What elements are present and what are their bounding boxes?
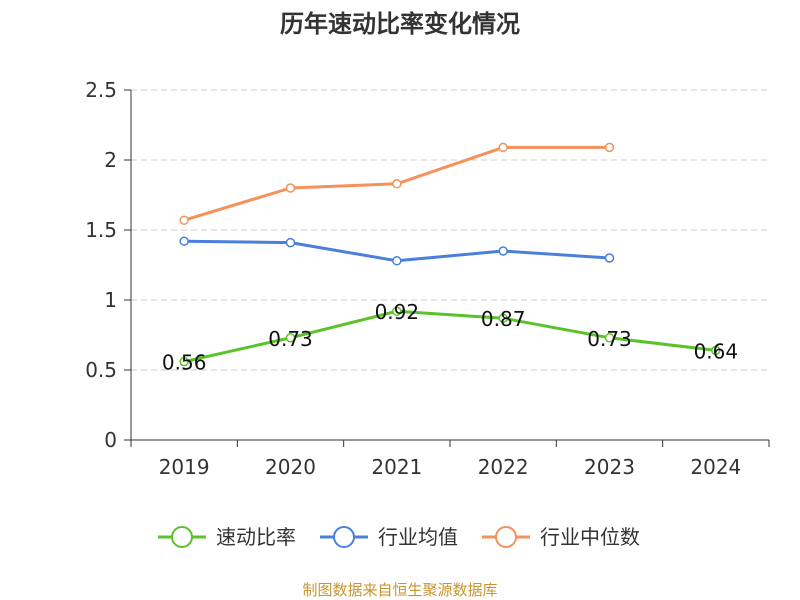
x-tick-label: 2019 — [159, 455, 210, 479]
series-line — [183, 309, 717, 364]
series-point — [179, 236, 189, 246]
series-point — [285, 237, 296, 248]
y-tick-label: 2 — [104, 148, 117, 172]
series-point — [604, 333, 615, 343]
y-tick-label: 2.5 — [85, 78, 117, 102]
legend-label: 行业均值 — [378, 525, 458, 549]
grid-lines — [131, 89, 769, 371]
series-lines — [179, 142, 721, 367]
series-point — [392, 306, 402, 316]
series-point — [711, 345, 721, 356]
data-label: 0.73 — [587, 327, 632, 351]
legend-marker — [333, 526, 355, 548]
data-label: 0.56 — [162, 351, 207, 375]
series-point — [179, 215, 189, 225]
series-point — [498, 246, 508, 256]
series-point — [498, 313, 508, 323]
legend[interactable]: 速动比率 行业均值 行业中位数 — [158, 525, 640, 549]
source-note: 制图数据来自恒生聚源数据库 — [302, 581, 497, 599]
legend-marker — [171, 526, 193, 548]
axes: 0 0.5 1 1.5 2 2.5 2019 2020 2021 2022 2023 2024 — [85, 78, 770, 479]
legend-item[interactable]: 行业均值 — [320, 525, 458, 549]
legend-marker — [495, 526, 517, 548]
x-tick-label: 2022 — [478, 455, 529, 479]
series-point — [179, 356, 189, 367]
data-labels: 0.56 0.73 0.92 0.87 0.73 0.64 — [162, 300, 738, 374]
series-point — [285, 333, 296, 343]
data-label: 0.73 — [268, 327, 313, 351]
data-label: 0.64 — [694, 339, 739, 363]
x-tick-label: 2024 — [690, 455, 741, 479]
legend-label: 行业中位数 — [540, 525, 640, 549]
data-label: 0.87 — [481, 307, 526, 331]
data-label: 0.92 — [375, 300, 420, 324]
series-point — [285, 183, 296, 193]
y-tick-label: 0 — [104, 428, 117, 452]
x-tick-label: 2023 — [584, 455, 635, 479]
y-tick-label: 0.5 — [85, 358, 117, 382]
legend-item[interactable]: 速动比率 — [158, 525, 296, 549]
y-tick-label: 1 — [104, 288, 117, 312]
series-point — [392, 179, 402, 189]
series-point — [604, 142, 615, 153]
series-point — [392, 256, 402, 266]
legend-item[interactable]: 行业中位数 — [482, 525, 640, 549]
series-point — [498, 142, 508, 153]
x-tick-label: 2021 — [371, 455, 422, 479]
y-tick-label: 1.5 — [85, 218, 117, 242]
chart-title: 历年速动比率变化情况 — [280, 10, 520, 38]
x-tick-label: 2020 — [265, 455, 316, 479]
series-point — [604, 253, 615, 263]
legend-label: 速动比率 — [216, 525, 296, 549]
